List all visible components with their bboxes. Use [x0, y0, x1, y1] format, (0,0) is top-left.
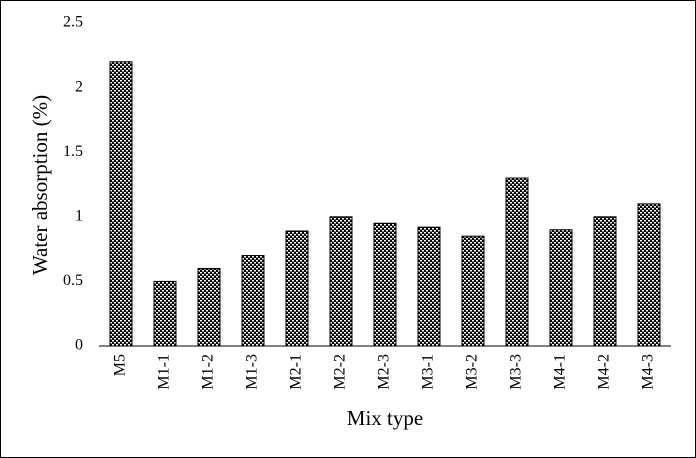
bar [197, 267, 221, 347]
bar [373, 222, 397, 347]
y-tick-label: 0.5 [63, 272, 83, 289]
x-axis-title: Mix type [347, 406, 423, 430]
x-tick-label: M4-3 [640, 354, 657, 390]
x-tick-label: M4-1 [552, 354, 569, 390]
y-axis-title: Water absorption (%) [28, 95, 52, 275]
bar [417, 226, 441, 347]
y-tick-label: 2 [75, 78, 83, 95]
bar [549, 229, 573, 347]
x-tick-label: M4-2 [596, 354, 613, 390]
bar [329, 216, 353, 347]
bar [461, 235, 485, 347]
x-tick-label: M1-2 [200, 354, 217, 390]
bar [285, 230, 309, 347]
x-tick-label: M2-1 [288, 354, 305, 390]
bar [109, 61, 133, 347]
x-tick-label: M2-2 [332, 354, 349, 390]
x-tick-label: M1-3 [244, 354, 261, 390]
y-tick-label: 1.5 [63, 143, 83, 160]
y-tick-label: 2.5 [63, 14, 83, 31]
x-tick-label: M2-3 [376, 354, 393, 390]
x-tick-label: M5 [112, 354, 129, 376]
bar [505, 177, 529, 347]
bar [153, 280, 177, 347]
bar [593, 216, 617, 347]
x-tick-label: M3-1 [420, 354, 437, 390]
y-tick-label: 1 [75, 207, 83, 224]
bar [241, 255, 265, 347]
bar [637, 203, 661, 347]
x-tick-label: M3-3 [508, 354, 525, 390]
x-tick-label: M1-1 [156, 354, 173, 390]
y-tick-label: 0 [75, 337, 83, 354]
x-tick-label: M3-2 [464, 354, 481, 390]
